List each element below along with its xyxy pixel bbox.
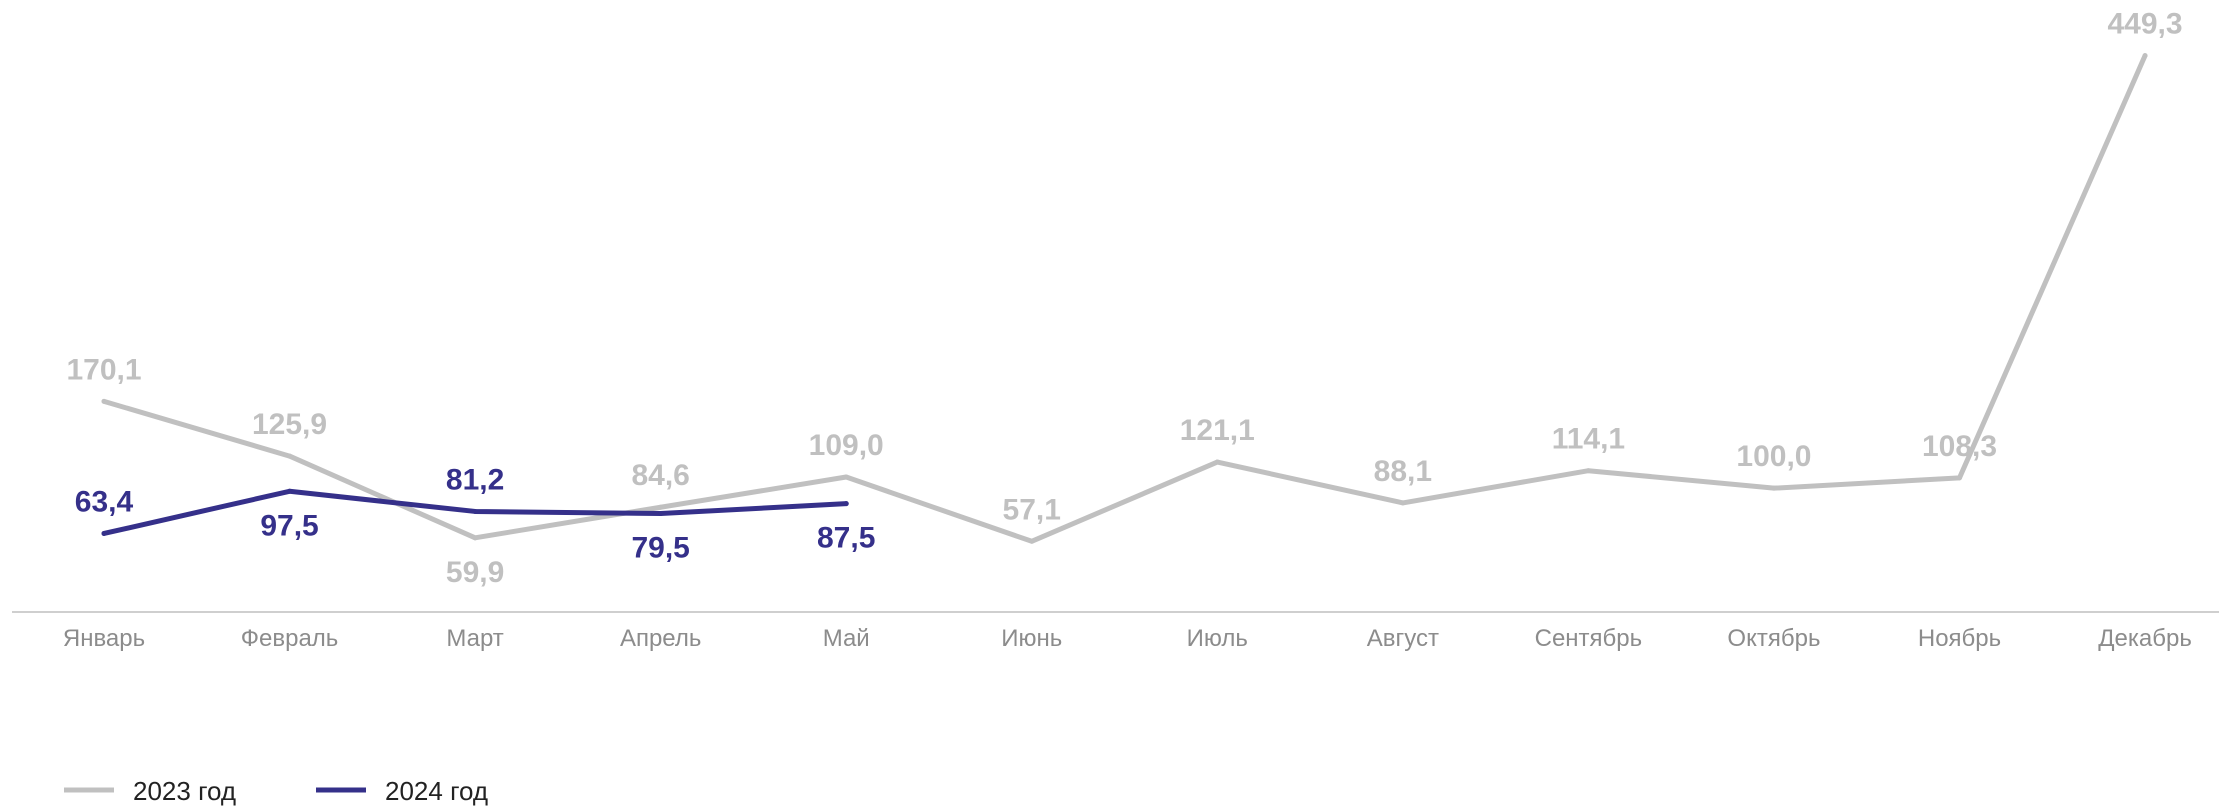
data-point (1957, 475, 1962, 481)
data-point (658, 504, 664, 510)
series-line-0 (101, 53, 2148, 544)
data-point (101, 530, 107, 536)
x-tick-label: Ноябрь (1918, 625, 2001, 652)
x-tick-label: Август (1367, 625, 1439, 652)
data-point (1214, 459, 1220, 465)
data-label: 170,1 (66, 353, 141, 386)
data-point (2142, 53, 2148, 59)
x-tick-label: Октябрь (1727, 625, 1820, 652)
data-label: 449,3 (2108, 8, 2183, 41)
data-point (101, 398, 107, 404)
legend: 2023 год 2024 год (64, 776, 488, 806)
data-label-layer: 170,1 125,9 59,9 84,6 109,0 57,1 121,1 88,1 114,… (66, 8, 2182, 589)
data-point (1771, 485, 1777, 491)
x-tick-label: Июнь (1001, 625, 1062, 652)
series-layer (101, 53, 2148, 544)
x-tick-layer: Январь Февраль Март Апрель Май Июнь Июль Август… (63, 625, 2192, 652)
data-label: 108,3 (1922, 430, 1997, 463)
data-label: 109,0 (809, 429, 884, 462)
x-tick-label: Май (823, 625, 870, 652)
data-label: 125,9 (252, 408, 327, 441)
data-label: 57,1 (1003, 493, 1061, 526)
x-tick-label: Февраль (241, 625, 339, 652)
data-label: 114,1 (1552, 423, 1625, 456)
data-point (287, 488, 293, 494)
data-label: 79,5 (631, 532, 689, 565)
data-point (287, 453, 293, 459)
data-point (843, 501, 849, 507)
x-tick-label: Июль (1187, 625, 1248, 652)
data-label: 84,6 (631, 459, 689, 492)
data-point (843, 474, 849, 480)
data-point (472, 535, 478, 541)
data-point (1400, 500, 1406, 506)
x-tick-label: Март (446, 625, 503, 652)
data-label: 87,5 (817, 522, 875, 555)
x-tick-label: Декабрь (2098, 625, 2192, 652)
data-point (1585, 468, 1591, 474)
data-label: 63,4 (75, 485, 134, 518)
data-label: 59,9 (446, 556, 504, 589)
data-label: 88,1 (1374, 455, 1432, 488)
data-label: 121,1 (1180, 414, 1255, 447)
data-point (658, 511, 664, 517)
data-point (472, 508, 478, 514)
legend-label: 2024 год (385, 776, 488, 806)
data-label: 100,0 (1736, 440, 1811, 473)
legend-label: 2023 год (133, 776, 236, 806)
data-point (1029, 538, 1035, 544)
data-label: 81,2 (446, 463, 504, 496)
data-label: 97,5 (260, 509, 318, 542)
x-tick-label: Апрель (620, 625, 701, 652)
x-tick-label: Январь (63, 625, 145, 652)
x-tick-label: Сентябрь (1535, 625, 1643, 652)
